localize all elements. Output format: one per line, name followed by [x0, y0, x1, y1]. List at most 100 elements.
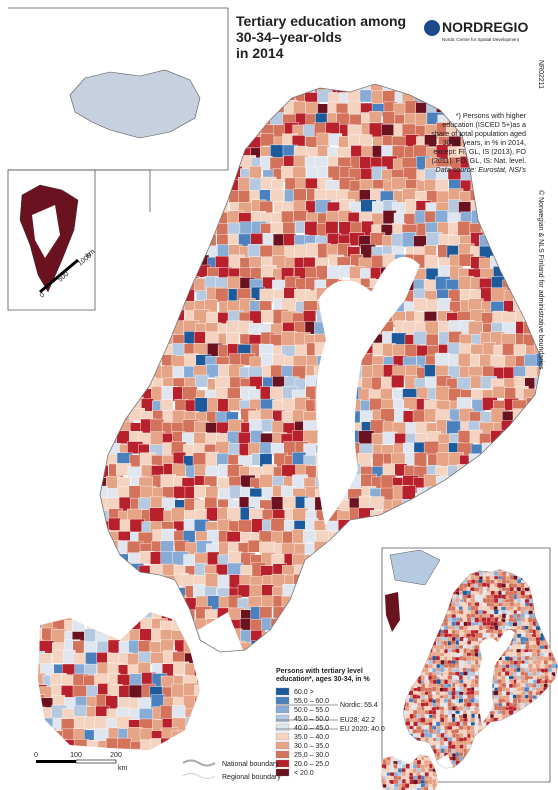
- note-line: (2011). FO, GL, IS: Nat. level.: [431, 156, 526, 165]
- inset-iceland: [389, 549, 441, 586]
- region: [159, 705, 173, 720]
- boundary-label: National boundary: [222, 761, 279, 768]
- national-boundary-symbol: [182, 759, 216, 767]
- title: Tertiary education among: [236, 13, 406, 29]
- region: [282, 496, 298, 510]
- oresund: [198, 612, 245, 665]
- region: [424, 255, 439, 269]
- copyright: © Norwegian & NLS Finland for administra…: [537, 190, 545, 370]
- region: [108, 517, 121, 531]
- region: [150, 652, 165, 665]
- reference-label: EU 2020: 40.0: [340, 726, 385, 733]
- legend-swatch: [275, 732, 290, 741]
- region: [325, 122, 340, 135]
- region: [424, 320, 441, 336]
- region: [457, 221, 471, 236]
- data-source: Data source: Eurostat, NSI's: [436, 165, 527, 174]
- region: [107, 639, 121, 655]
- logo-subtitle: Nordic Centre for Spatial Development: [442, 37, 520, 42]
- region: [259, 245, 274, 259]
- greenland-frame: [7, 169, 151, 311]
- note-line: education (ISCED 5+)as a: [442, 120, 526, 129]
- region: [226, 332, 240, 346]
- region: [138, 651, 153, 664]
- title: 30-34–year-olds: [236, 29, 342, 45]
- texts: Tertiary education among30-34–year-oldsi…: [34, 13, 545, 781]
- region: [293, 188, 307, 202]
- regional-boundary-symbol: [182, 773, 216, 779]
- region: [413, 331, 427, 345]
- boundary-label: Regional boundary: [222, 774, 281, 781]
- gulf-of-bothnia: [316, 256, 420, 525]
- legend-label: 35.0 – 40.0: [294, 734, 329, 741]
- legend-label: 25.0 – 30.0: [294, 752, 329, 759]
- legend-label: 45.0 – 50.0: [294, 716, 329, 723]
- iceland: [69, 69, 201, 139]
- greenland-ice: [32, 205, 60, 258]
- region: [382, 463, 397, 477]
- note-line: *) Persons with higher: [456, 111, 527, 120]
- legend-swatch: [275, 768, 290, 777]
- scale-unit: km: [118, 765, 128, 772]
- region: [270, 518, 286, 533]
- region: [260, 133, 275, 147]
- scale-label: 200: [110, 752, 122, 759]
- legend-title: education*, ages 30-34, in %: [276, 676, 371, 683]
- legend-label: 30.0 – 35.0: [294, 743, 329, 750]
- inset-greenland: [385, 592, 400, 632]
- region: [293, 100, 306, 115]
- greenland-scale-bar: [39, 258, 79, 294]
- region: [391, 177, 408, 190]
- region: [359, 89, 373, 103]
- legend-label: 60.0 >: [294, 689, 314, 696]
- note-line: except: FI, GL, IS (2013), FO: [433, 147, 526, 156]
- greenland-scale-label: 0: [39, 292, 47, 300]
- region: [413, 144, 429, 158]
- map-code: NR02211: [537, 60, 544, 89]
- note-line: 30-34 years, in % in 2014,: [442, 138, 526, 147]
- note-line: share of total population aged: [431, 129, 526, 138]
- region: [368, 111, 382, 124]
- legend-label: 20.0 – 25.0: [294, 761, 329, 768]
- region: [170, 683, 185, 699]
- region: [492, 385, 506, 399]
- region: [237, 584, 251, 598]
- legend-swatch: [275, 759, 290, 768]
- region: [434, 210, 449, 224]
- legend-swatch: [275, 741, 290, 750]
- legend-label: < 20.0: [294, 770, 314, 777]
- region: [283, 233, 297, 246]
- region: [270, 188, 284, 204]
- region: [149, 507, 165, 523]
- region: [424, 134, 437, 147]
- region: [413, 297, 428, 312]
- legend-label: 55.0 – 60.0: [294, 698, 329, 705]
- legend-swatch: [275, 687, 290, 696]
- reference-label: Nordic: 55.4: [340, 702, 378, 709]
- legend-swatch: [275, 723, 290, 732]
- legend-label: 50.0 – 55.0: [294, 707, 329, 714]
- region: [194, 374, 209, 388]
- region: [171, 705, 186, 719]
- legend-label: 40.0 – 45.0: [294, 725, 329, 732]
- region: [270, 222, 285, 235]
- region: [282, 222, 296, 235]
- greenland-scale-label: km: [85, 248, 97, 259]
- logo: NORDREGIO: [442, 19, 528, 35]
- region: [382, 111, 395, 125]
- region: [535, 353, 542, 368]
- legend-swatch: [275, 714, 290, 723]
- legend-swatch: [275, 696, 290, 705]
- logo-mark: [424, 20, 440, 36]
- scale-label: 0: [34, 752, 38, 759]
- legend-swatch: [275, 750, 290, 759]
- scale-label: 100: [70, 752, 82, 759]
- region: [83, 641, 97, 654]
- region: [259, 474, 274, 488]
- legend-swatch: [275, 705, 290, 714]
- scale-bar-segment: [75, 759, 117, 764]
- region: [391, 344, 407, 358]
- region: [325, 221, 339, 235]
